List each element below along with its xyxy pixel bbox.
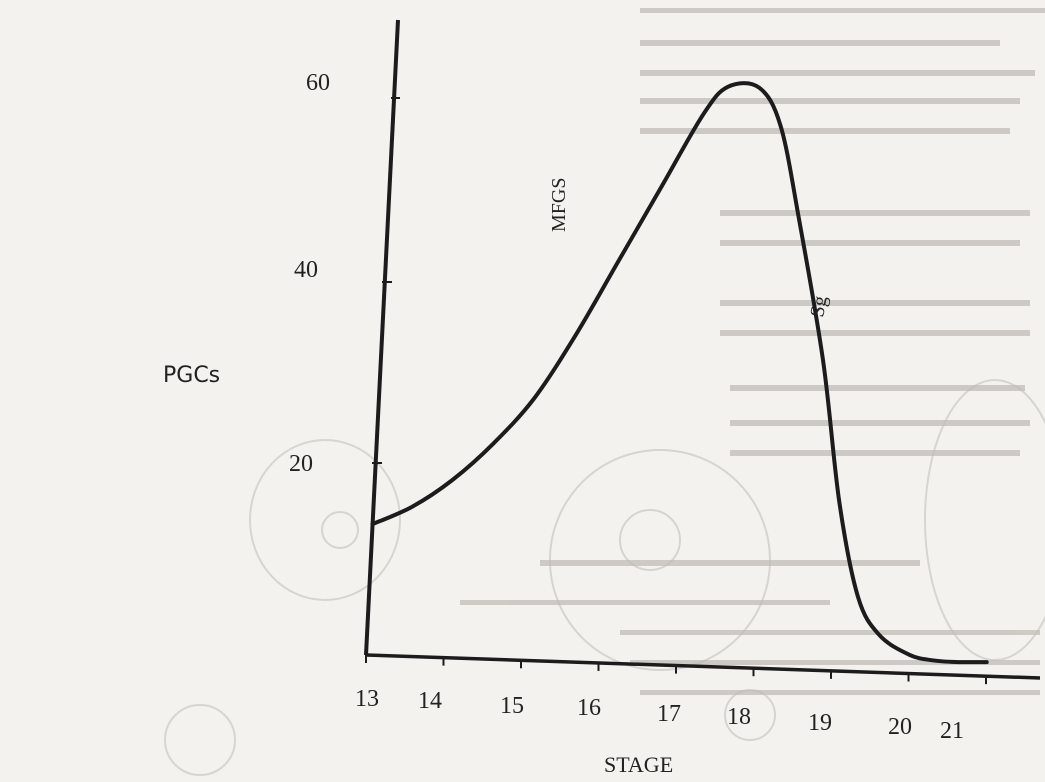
x-tick-label: 15 [500, 693, 524, 719]
x-axis-line [365, 653, 1041, 680]
y-axis-ticks: 20 40 60 [289, 70, 400, 477]
x-tick-label: 18 [727, 704, 751, 730]
series-line [370, 81, 989, 665]
x-tick-label: 13 [355, 686, 379, 712]
y-tick-label: 60 [306, 70, 330, 96]
series [370, 81, 989, 665]
x-tick-label: 21 [940, 718, 964, 744]
y-tick-label: 40 [294, 257, 318, 283]
axes [364, 19, 1041, 680]
x-tick-label: 16 [577, 695, 601, 721]
y-axis-line [364, 19, 400, 656]
y-axis-label: PGCs [163, 363, 220, 388]
x-tick-label: 20 [888, 714, 912, 740]
x-tick-label: 19 [808, 710, 832, 736]
annotation-sg: Sg [806, 294, 831, 319]
x-tick-label: 17 [657, 701, 681, 727]
annotation-mfgs: MFGS [548, 178, 570, 232]
y-tick-label: 20 [289, 451, 313, 477]
x-tick-label: 14 [418, 688, 442, 714]
x-axis-ticks: 13 14 15 16 17 18 19 20 21 [355, 655, 987, 744]
x-axis-label: STAGE [604, 752, 673, 777]
